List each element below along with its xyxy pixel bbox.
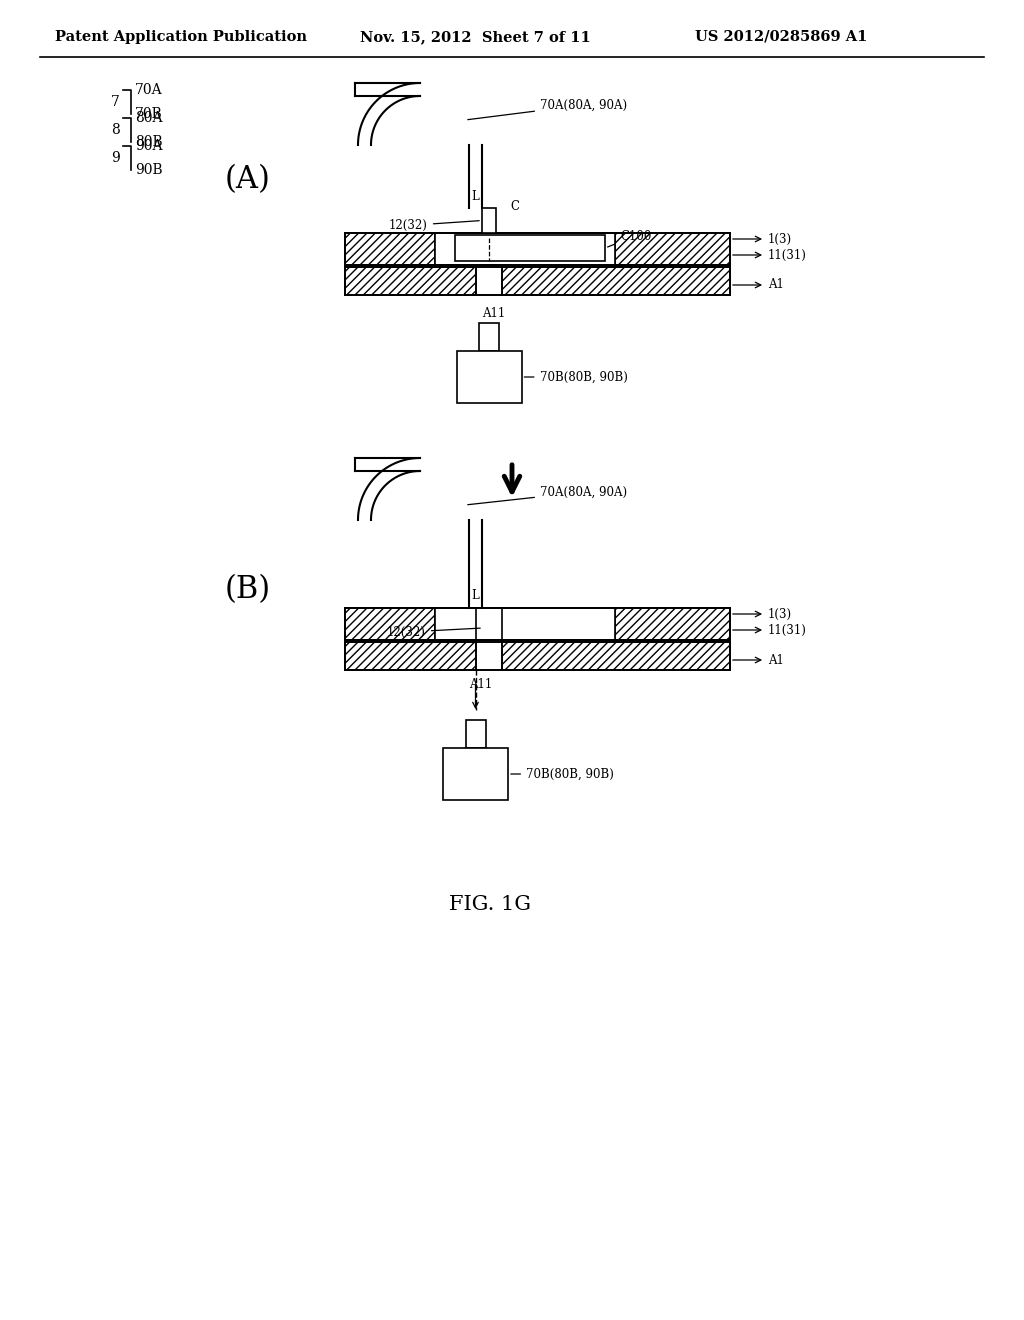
Text: A11: A11 xyxy=(469,678,493,690)
Text: 80A: 80A xyxy=(135,111,163,125)
Text: 70A(80A, 90A): 70A(80A, 90A) xyxy=(468,99,627,120)
Text: 7: 7 xyxy=(112,95,120,110)
Text: 70A(80A, 90A): 70A(80A, 90A) xyxy=(468,486,627,504)
Text: US 2012/0285869 A1: US 2012/0285869 A1 xyxy=(695,30,867,44)
Text: FIG. 1G: FIG. 1G xyxy=(449,895,531,915)
Bar xyxy=(615,609,730,640)
Bar xyxy=(435,609,615,640)
Bar xyxy=(457,351,521,403)
Text: A1: A1 xyxy=(768,279,784,292)
Bar xyxy=(345,234,435,265)
Text: 1(3): 1(3) xyxy=(768,607,793,620)
Bar xyxy=(345,267,476,294)
Bar xyxy=(502,642,730,671)
Text: 90A: 90A xyxy=(135,139,163,153)
Bar xyxy=(345,642,476,671)
Text: 80B: 80B xyxy=(135,135,163,149)
Bar xyxy=(443,748,508,800)
Bar xyxy=(615,234,730,265)
Text: A11: A11 xyxy=(482,308,506,319)
Text: (A): (A) xyxy=(225,165,271,195)
Bar xyxy=(345,267,476,294)
Text: 9: 9 xyxy=(112,150,120,165)
Bar xyxy=(615,234,730,265)
Text: 1(3): 1(3) xyxy=(768,232,793,246)
Bar xyxy=(345,234,435,265)
Text: C100: C100 xyxy=(607,230,651,247)
Bar xyxy=(502,267,730,294)
Text: 11(31): 11(31) xyxy=(768,623,807,636)
Bar xyxy=(455,235,605,261)
Bar xyxy=(479,323,499,351)
Text: 70B(80B, 90B): 70B(80B, 90B) xyxy=(524,371,628,384)
Text: 8: 8 xyxy=(112,123,120,137)
Text: C: C xyxy=(510,201,519,213)
Text: (B): (B) xyxy=(225,574,271,606)
Text: 70B(80B, 90B): 70B(80B, 90B) xyxy=(511,767,613,780)
Bar xyxy=(502,642,730,671)
Text: 70B: 70B xyxy=(135,107,163,121)
Text: Patent Application Publication: Patent Application Publication xyxy=(55,30,307,44)
Bar xyxy=(345,609,435,640)
Text: 11(31): 11(31) xyxy=(768,248,807,261)
Bar xyxy=(482,209,496,234)
Bar xyxy=(345,642,476,671)
Text: 12(32): 12(32) xyxy=(387,626,480,639)
Text: Nov. 15, 2012  Sheet 7 of 11: Nov. 15, 2012 Sheet 7 of 11 xyxy=(360,30,591,44)
Text: 12(32): 12(32) xyxy=(389,219,479,232)
Text: L: L xyxy=(471,190,479,203)
Bar xyxy=(435,234,615,265)
Text: A1: A1 xyxy=(768,653,784,667)
Text: L: L xyxy=(471,589,479,602)
Bar xyxy=(466,719,485,748)
Bar xyxy=(615,609,730,640)
Text: 90B: 90B xyxy=(135,162,163,177)
Text: 70A: 70A xyxy=(135,83,163,96)
Bar xyxy=(502,267,730,294)
Bar xyxy=(345,609,435,640)
